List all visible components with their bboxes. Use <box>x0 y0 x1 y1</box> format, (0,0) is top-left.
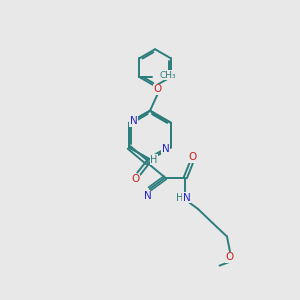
Text: O: O <box>153 84 162 94</box>
Text: N: N <box>183 193 191 202</box>
Text: O: O <box>226 252 234 262</box>
Text: CH₃: CH₃ <box>160 71 176 80</box>
Text: H: H <box>176 193 183 202</box>
Text: O: O <box>189 152 197 162</box>
Text: O: O <box>131 174 139 184</box>
Text: N: N <box>130 116 137 127</box>
Text: N: N <box>162 144 169 154</box>
Text: N: N <box>144 191 152 201</box>
Text: H: H <box>150 155 158 165</box>
